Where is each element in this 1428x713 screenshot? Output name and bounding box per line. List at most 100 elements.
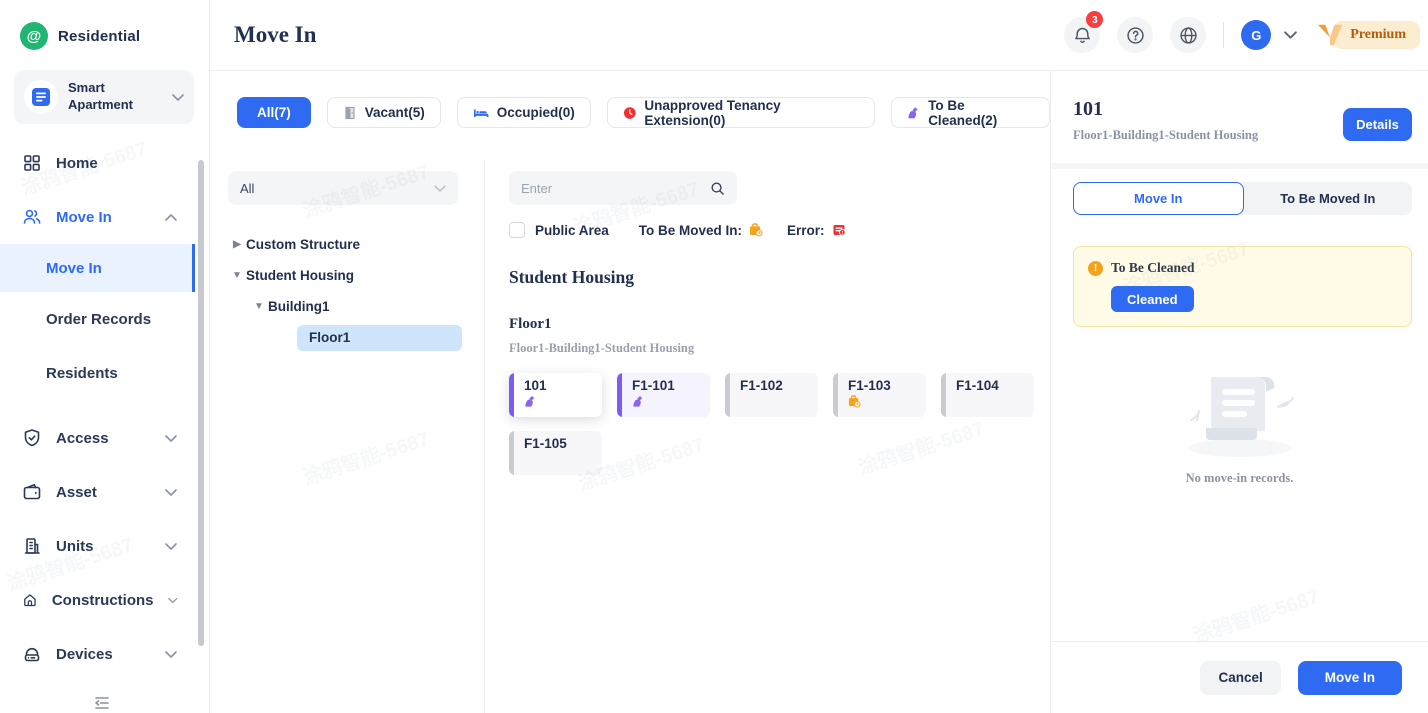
sidebar-item-access[interactable]: Access <box>0 411 195 465</box>
alert-clock-icon <box>623 106 636 119</box>
sidebar: @ Residential Smart Apartment Home Move … <box>0 0 210 713</box>
premium-v-icon <box>1318 24 1343 46</box>
chevron-down-icon <box>172 93 184 101</box>
premium-badge[interactable]: Premium <box>1316 21 1420 49</box>
room-detail-panel: 101 Floor1-Building1-Student Housing Det… <box>1050 71 1428 713</box>
sidebar-scrollbar[interactable] <box>198 160 204 646</box>
tab-move-in[interactable]: Move In <box>1073 182 1244 215</box>
filter-label: Occupied(0) <box>496 105 575 120</box>
room-card-f1-103[interactable]: F1-103 <box>833 373 926 417</box>
chevron-down-icon <box>165 488 177 496</box>
workspace-name: Smart Apartment <box>68 80 134 112</box>
sidebar-item-constructions[interactable]: Constructions <box>0 573 195 627</box>
tree-filter-select[interactable]: All <box>228 171 458 205</box>
sidebar-subitem-label: Move In <box>46 259 102 277</box>
sidebar-item-label: Asset <box>56 483 97 501</box>
sidebar-item-move-in[interactable]: Move In <box>0 190 195 244</box>
chevron-down-icon <box>434 184 446 192</box>
account-chevron-icon[interactable] <box>1284 31 1298 39</box>
chevron-down-icon <box>165 434 177 442</box>
caret-down-icon[interactable]: ▼ <box>254 301 264 312</box>
workspace-switcher[interactable]: Smart Apartment <box>14 70 194 124</box>
floor-title: Floor1 <box>509 316 552 332</box>
sidebar-collapse-button[interactable] <box>92 695 112 711</box>
rooms-legend: Public Area To Be Moved In: Error: <box>509 222 1049 238</box>
room-status-bar <box>941 373 946 417</box>
move-in-button[interactable]: Move In <box>1297 660 1402 695</box>
bed-icon <box>473 109 489 117</box>
room-status-bar <box>509 373 514 417</box>
room-card-f1-102[interactable]: F1-102 <box>725 373 818 417</box>
filter-vacant[interactable]: Vacant(5) <box>326 97 441 128</box>
sidebar-subitem-residents[interactable]: Residents <box>0 346 195 400</box>
tree-node-student-housing[interactable]: ▼ Student Housing <box>228 260 474 291</box>
filter-to-be-cleaned[interactable]: To Be Cleaned(2) <box>890 97 1050 128</box>
chevron-up-icon <box>165 213 177 221</box>
broom-icon <box>633 396 643 407</box>
caret-down-icon[interactable]: ▼ <box>232 270 242 281</box>
sidebar-item-home[interactable]: Home <box>0 136 195 190</box>
filter-label: Unapproved Tenancy Extension(0) <box>644 97 781 128</box>
page-title: Move In <box>234 22 317 47</box>
room-status-bar <box>725 373 730 417</box>
filter-all[interactable]: All(7) <box>237 97 311 128</box>
public-area-checkbox[interactable] <box>509 222 525 238</box>
room-card-101[interactable]: 101 <box>509 373 602 417</box>
room-search-input[interactable] <box>521 180 710 196</box>
sidebar-item-label: Move In <box>56 208 112 226</box>
tree-node-custom-structure[interactable]: ▶ Custom Structure <box>228 229 474 260</box>
detail-footer: Cancel Move In <box>1051 641 1428 713</box>
menu-fold-icon <box>94 697 109 709</box>
detail-divider <box>1051 163 1428 169</box>
topbar: Move In 3 G Premium <box>210 0 1428 71</box>
building-icon <box>24 538 40 554</box>
language-button[interactable] <box>1170 17 1207 53</box>
sidebar-item-label: Access <box>56 429 109 447</box>
room-search[interactable] <box>509 171 737 205</box>
search-icon[interactable] <box>710 181 725 196</box>
tree-node-building1[interactable]: ▼ Building1 <box>228 291 474 322</box>
public-area-label: Public Area <box>535 222 609 238</box>
tree-node-floor1-selected[interactable]: Floor1 <box>297 324 462 351</box>
tree-filter-value: All <box>240 180 255 196</box>
door-icon <box>345 106 355 119</box>
people-icon <box>23 209 41 224</box>
panel-divider <box>484 160 485 713</box>
sidebar-subitem-order-records[interactable]: Order Records <box>0 292 195 346</box>
room-status-bar <box>617 373 622 417</box>
sidebar-subitem-move-in[interactable]: Move In <box>0 244 195 292</box>
room-card-f1-101[interactable]: F1-101 <box>617 373 710 417</box>
app-logo-icon: @ <box>20 22 48 50</box>
caret-right-icon[interactable]: ▶ <box>233 239 241 250</box>
error-legend-label: Error: <box>787 222 825 238</box>
to-be-moved-in-icon <box>750 223 763 237</box>
details-button[interactable]: Details <box>1343 108 1412 141</box>
app-logo: @ Residential <box>0 0 209 60</box>
room-card-f1-105[interactable]: F1-105 <box>509 431 602 475</box>
filter-label: To Be Cleaned(2) <box>928 97 998 128</box>
chevron-down-icon <box>165 650 177 658</box>
sidebar-item-devices[interactable]: Devices <box>0 627 195 681</box>
detail-room-path: Floor1-Building1-Student Housing <box>1073 128 1259 142</box>
device-hub-icon <box>24 647 40 662</box>
chevron-down-icon <box>167 597 177 603</box>
cancel-button[interactable]: Cancel <box>1200 660 1281 695</box>
notifications-button[interactable]: 3 <box>1064 11 1104 53</box>
sidebar-item-units[interactable]: Units <box>0 519 195 573</box>
house-icon <box>24 594 36 607</box>
globe-icon <box>1180 26 1197 44</box>
room-card-f1-104[interactable]: F1-104 <box>941 373 1034 417</box>
filter-occupied[interactable]: Occupied(0) <box>456 97 591 128</box>
sidebar-item-asset[interactable]: Asset <box>0 465 195 519</box>
to-be-cleaned-alert: ! To Be Cleaned Cleaned <box>1073 246 1412 327</box>
avatar[interactable]: G <box>1241 20 1272 50</box>
cleaned-button[interactable]: Cleaned <box>1111 286 1194 312</box>
to-be-moved-in-icon <box>848 395 861 408</box>
floor-path: Floor1-Building1-Student Housing <box>509 341 695 355</box>
tree-node-floor1: Floor1 <box>228 322 474 353</box>
help-button[interactable] <box>1117 17 1154 53</box>
sidebar-nav: Home Move In Move In Order Records Resid… <box>0 136 195 681</box>
filter-unapproved-extension[interactable]: Unapproved Tenancy Extension(0) <box>606 97 875 128</box>
topbar-actions: 3 G Premium <box>1064 11 1420 53</box>
tab-to-be-moved-in[interactable]: To Be Moved In <box>1280 191 1376 206</box>
